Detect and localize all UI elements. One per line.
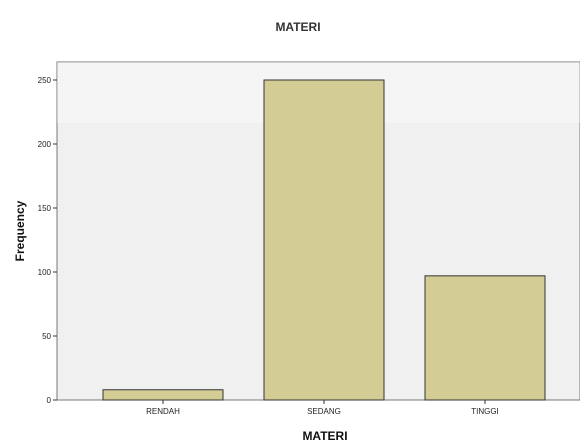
x-tick-label: RENDAH <box>146 407 180 416</box>
y-tick-label: 250 <box>38 76 52 85</box>
chart-title: MATERI <box>275 20 320 34</box>
y-axis-title: Frequency <box>13 200 27 261</box>
x-tick-label: TINGGI <box>471 407 499 416</box>
x-axis-title: MATERI <box>302 429 347 443</box>
bar-rendah <box>102 389 224 401</box>
x-tick-label: SEDANG <box>307 407 341 416</box>
y-tick-label: 0 <box>47 396 52 405</box>
bar-sedang <box>263 79 385 401</box>
y-tick-label: 50 <box>42 332 51 341</box>
y-axis: 0 50 100 150 200 250 <box>38 76 57 405</box>
y-tick-label: 100 <box>38 268 52 277</box>
x-axis: RENDAH SEDANG TINGGI <box>146 400 499 416</box>
bars-group <box>102 79 546 401</box>
y-tick-label: 150 <box>38 204 52 213</box>
bar-tinggi <box>424 275 546 401</box>
y-tick-label: 200 <box>38 140 52 149</box>
